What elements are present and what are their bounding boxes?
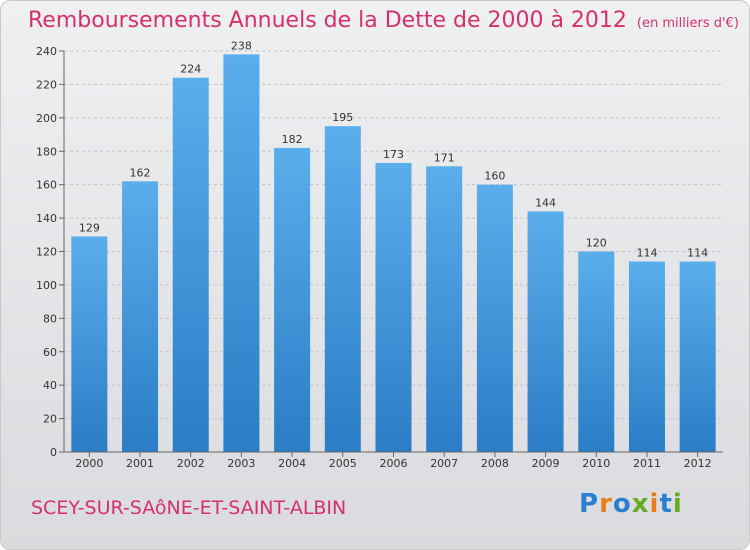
bar-value-label: 171 (434, 151, 455, 164)
x-tick-label: 2010 (582, 457, 610, 470)
x-tick-label: 2002 (177, 457, 205, 470)
bar (223, 54, 260, 452)
bar-value-label: 144 (535, 196, 556, 209)
bar-value-label: 182 (282, 133, 303, 146)
logo-letter: P (579, 489, 600, 519)
y-tick-label: 140 (36, 212, 57, 225)
logo-letter: o (612, 489, 632, 519)
x-tick-label: 2007 (430, 457, 458, 470)
logo-letter: t (659, 489, 673, 519)
y-axis: 0 20 40 60 80 100 120 140 160 180 200 220 240 (36, 45, 65, 459)
bar-value-label: 160 (484, 170, 505, 183)
bar (628, 261, 665, 452)
x-tick-label: 2004 (278, 457, 306, 470)
bar-value-label: 195 (332, 111, 353, 124)
bar (274, 147, 311, 453)
bar-value-label: 129 (79, 221, 100, 234)
y-tick-label: 80 (43, 312, 57, 325)
bar-value-label: 114 (636, 247, 657, 260)
bar-value-label: 238 (231, 39, 252, 52)
bar-value-label: 173 (383, 148, 404, 161)
proxiti-logo: Proxiti (579, 489, 683, 519)
chart-title: Remboursements Annuels de la Dette de 20… (28, 8, 739, 33)
x-axis: 2000 2001 2002 2003 2004 2005 2006 2007 2008 2009… (64, 451, 723, 470)
bar (527, 211, 564, 452)
bar-value-label: 162 (130, 166, 151, 179)
bar (679, 261, 716, 452)
y-tick-label: 220 (36, 78, 57, 91)
x-tick-label: 2012 (684, 457, 712, 470)
logo-letter: i (649, 489, 660, 519)
bar (476, 184, 513, 452)
y-tick-label: 0 (50, 446, 57, 459)
logo-letter: x (631, 489, 650, 519)
y-tick-label: 60 (43, 346, 57, 359)
x-tick-label: 2008 (481, 457, 509, 470)
title-text: Remboursements Annuels de la Dette de 20… (28, 8, 627, 33)
bar-value-label: 120 (586, 237, 607, 250)
x-tick-label: 2000 (75, 457, 103, 470)
y-tick-label: 240 (36, 45, 57, 58)
x-tick-label: 2001 (126, 457, 154, 470)
y-tick-label: 160 (36, 179, 57, 192)
unit-label: (en milliers d'€) (636, 16, 739, 31)
bar-value-label: 224 (180, 63, 201, 76)
x-tick-label: 2011 (633, 457, 661, 470)
x-tick-label: 2003 (227, 457, 255, 470)
logo-letter: r (599, 489, 613, 519)
y-tick-label: 20 (43, 413, 57, 426)
y-tick-label: 120 (36, 246, 57, 259)
bar-value-label: 114 (687, 247, 708, 260)
bar (122, 181, 159, 452)
y-tick-label: 100 (36, 279, 57, 292)
bar (324, 126, 361, 452)
bars: 129 162 224 238 182 195 173 171 160 144 120 114 114 (71, 39, 716, 453)
bar (578, 251, 615, 452)
x-tick-label: 2005 (329, 457, 357, 470)
y-tick-label: 180 (36, 145, 57, 158)
bar (71, 236, 108, 452)
commune-name: SCEY-SUR-SAôNE-ET-SAINT-ALBIN (31, 497, 347, 519)
y-tick-label: 200 (36, 112, 57, 125)
bar (172, 77, 209, 452)
bar (375, 162, 412, 452)
x-tick-label: 2009 (532, 457, 560, 470)
logo-letter: i (672, 489, 683, 519)
x-tick-label: 2006 (380, 457, 408, 470)
y-tick-label: 40 (43, 379, 57, 392)
bar (426, 166, 463, 452)
